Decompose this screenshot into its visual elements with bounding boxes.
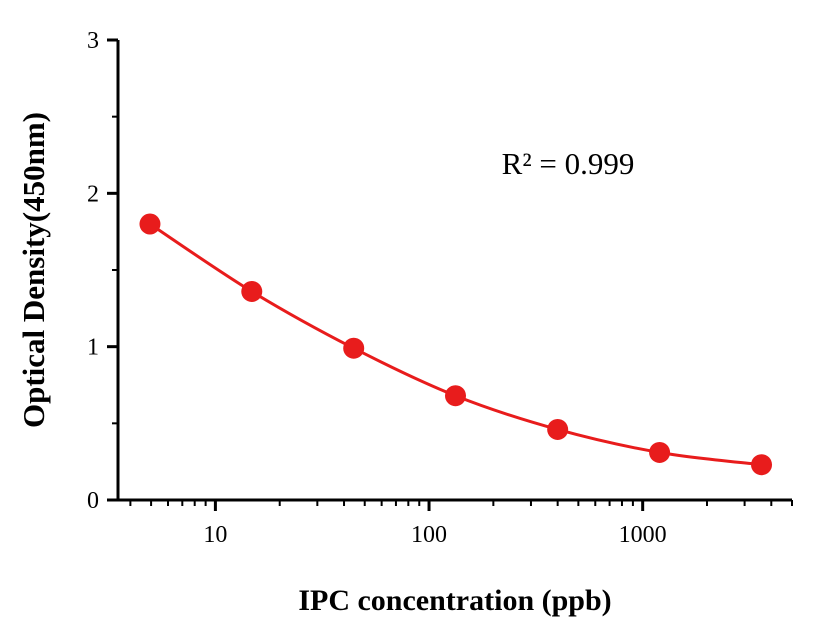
y-tick-label: 0 bbox=[87, 488, 99, 514]
r-squared-annotation: R² = 0.999 bbox=[501, 146, 635, 181]
y-axis-title: Optical Density(450nm) bbox=[16, 111, 51, 429]
data-point bbox=[751, 454, 773, 476]
data-point bbox=[241, 280, 263, 302]
data-point bbox=[444, 385, 466, 407]
data-point bbox=[139, 213, 161, 235]
fit-curve-line bbox=[149, 222, 762, 467]
x-tick-label: 1000 bbox=[619, 522, 667, 548]
x-tick-label: 10 bbox=[203, 522, 227, 548]
y-tick-label: 2 bbox=[87, 181, 99, 207]
data-point bbox=[649, 441, 671, 463]
y-tick-label: 1 bbox=[87, 335, 99, 361]
x-axis-title: IPC concentration (ppb) bbox=[298, 584, 612, 617]
y-tick-label: 3 bbox=[87, 28, 99, 54]
data-point bbox=[343, 337, 365, 359]
data-point bbox=[547, 418, 569, 440]
x-tick-label: 100 bbox=[411, 522, 447, 548]
